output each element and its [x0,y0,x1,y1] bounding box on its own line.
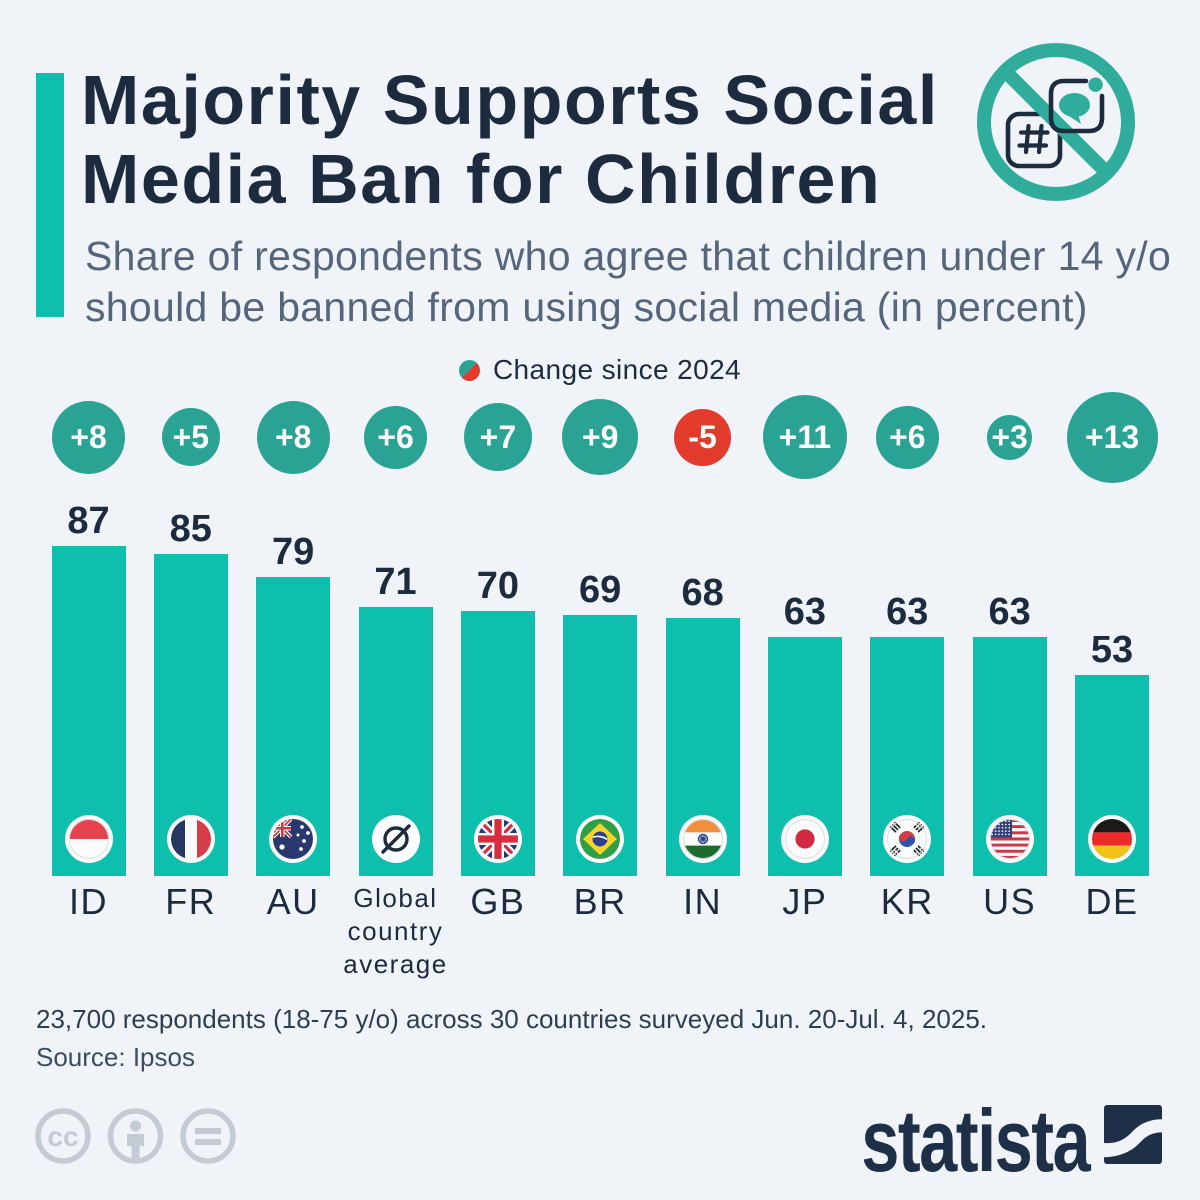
svg-text:cc: cc [47,1121,78,1152]
